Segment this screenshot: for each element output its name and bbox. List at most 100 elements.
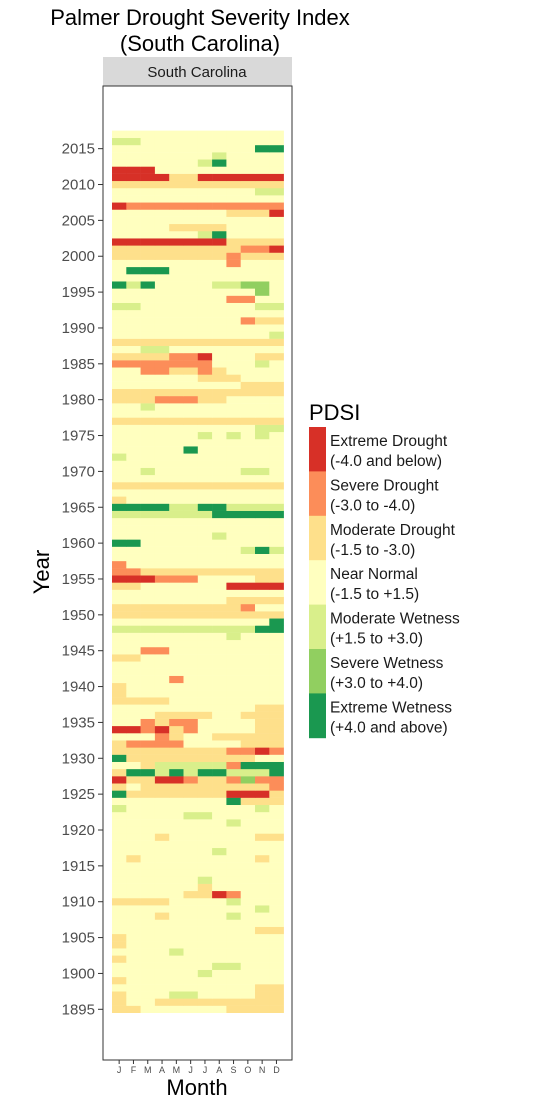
heatmap-cell	[226, 747, 241, 755]
heatmap-cell	[169, 682, 184, 691]
heatmap-cell	[212, 360, 227, 368]
heatmap-cell	[112, 804, 127, 813]
heatmap-cell	[183, 345, 199, 354]
heatmap-cell	[154, 725, 170, 734]
heatmap-cell	[212, 395, 227, 404]
heatmap-cell	[240, 532, 256, 540]
heatmap-cell	[226, 130, 241, 139]
heatmap-cell	[197, 826, 213, 834]
heatmap-cell	[240, 704, 256, 712]
heatmap-cell	[183, 976, 199, 985]
heatmap-cell	[226, 776, 241, 784]
heatmap-cell	[154, 431, 170, 440]
heatmap-cell	[240, 417, 256, 425]
heatmap-cell	[255, 467, 270, 476]
heatmap-cell	[112, 826, 127, 834]
heatmap-cell	[240, 252, 256, 260]
heatmap-cell	[212, 453, 227, 461]
heatmap-cell	[255, 811, 270, 820]
heatmap-cell	[212, 439, 227, 447]
heatmap-cell	[126, 661, 141, 669]
heatmap-cell	[255, 711, 270, 719]
heatmap-cell	[212, 840, 227, 849]
heatmap-cell	[240, 159, 256, 167]
heatmap-cell	[226, 446, 241, 454]
heatmap-cell	[183, 288, 199, 296]
heatmap-cell	[240, 195, 256, 203]
heatmap-cell	[240, 718, 256, 727]
heatmap-cell	[226, 144, 241, 153]
heatmap-cell	[112, 223, 127, 232]
heatmap-cell	[140, 424, 156, 433]
heatmap-cell	[169, 941, 184, 949]
heatmap-cell	[197, 388, 213, 397]
heatmap-cell	[240, 912, 256, 920]
legend-swatch	[309, 693, 326, 739]
heatmap-cell	[154, 467, 170, 476]
heatmap-cell	[112, 460, 127, 468]
heatmap-cell	[226, 223, 241, 232]
heatmap-cell	[169, 826, 184, 834]
heatmap-cell	[255, 976, 270, 985]
heatmap-cell	[226, 998, 241, 1006]
heatmap-cell	[240, 381, 256, 390]
heatmap-cell	[226, 560, 241, 569]
heatmap-cell	[169, 654, 184, 662]
heatmap-cell	[154, 654, 170, 662]
heatmap-cell	[183, 797, 199, 806]
heatmap-cell	[183, 690, 199, 698]
heatmap-cell	[212, 876, 227, 884]
heatmap-cell	[212, 833, 227, 841]
heatmap-cell	[140, 238, 156, 246]
heatmap-cell	[240, 890, 256, 899]
heatmap-cell	[255, 826, 270, 834]
heatmap-cell	[255, 611, 270, 619]
heatmap-cell	[269, 187, 284, 196]
heatmap-cell	[112, 553, 127, 562]
heatmap-cell	[169, 482, 184, 490]
heatmap-cell	[269, 804, 284, 813]
heatmap-cell	[183, 446, 199, 454]
heatmap-cell	[112, 955, 127, 963]
heatmap-cell	[269, 611, 284, 619]
heatmap-cell	[112, 733, 127, 741]
heatmap-cell	[169, 948, 184, 956]
heatmap-cell	[112, 202, 127, 210]
heatmap-cell	[212, 783, 227, 791]
heatmap-cell	[226, 489, 241, 497]
heatmap-cell	[126, 869, 141, 877]
heatmap-cell	[169, 589, 184, 598]
heatmap-cell	[212, 933, 227, 942]
heatmap-cell	[197, 381, 213, 390]
heatmap-cell	[112, 517, 127, 526]
heatmap-cell	[112, 890, 127, 899]
heatmap-cell	[154, 496, 170, 504]
heatmap-cell	[154, 811, 170, 820]
heatmap-cell	[255, 173, 270, 182]
heatmap-cell	[269, 259, 284, 268]
heatmap-cell	[269, 625, 284, 633]
heatmap-cell	[140, 317, 156, 325]
heatmap-cell	[183, 962, 199, 970]
heatmap-cell	[255, 984, 270, 992]
heatmap-cell	[269, 797, 284, 806]
heatmap-cell	[240, 854, 256, 863]
heatmap-cell	[169, 238, 184, 246]
heatmap-cell	[255, 560, 270, 569]
heatmap-cell	[240, 395, 256, 404]
heatmap-cell	[255, 797, 270, 806]
heatmap-cell	[169, 417, 184, 425]
heatmap-cell	[226, 539, 241, 547]
heatmap-cell	[269, 847, 284, 856]
heatmap-cell	[183, 216, 199, 225]
heatmap-cell	[154, 568, 170, 576]
heatmap-cell	[212, 460, 227, 468]
heatmap-cell	[197, 137, 213, 146]
heatmap-cell	[212, 317, 227, 325]
heatmap-cell	[140, 926, 156, 935]
heatmap-cell	[212, 252, 227, 260]
heatmap-cell	[126, 883, 141, 892]
heatmap-cell	[197, 596, 213, 605]
heatmap-cell	[269, 976, 284, 985]
heatmap-cell	[169, 202, 184, 210]
